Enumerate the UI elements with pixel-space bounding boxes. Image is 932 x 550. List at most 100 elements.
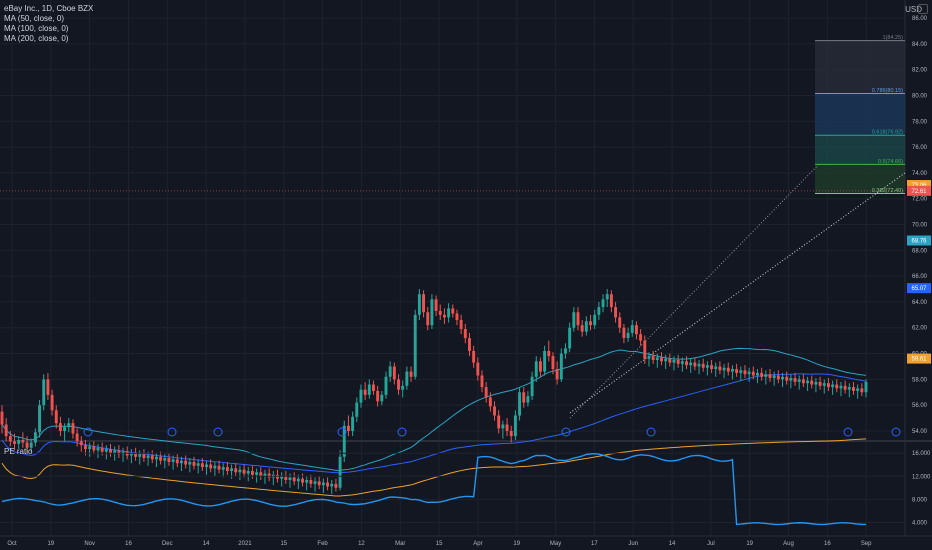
y-tick-label: 66.00 <box>912 274 928 280</box>
candle <box>267 468 271 482</box>
legend-ma100[interactable]: MA (100, close, 0) <box>4 24 69 33</box>
candle <box>67 418 71 433</box>
candle <box>351 411 355 437</box>
candle-body <box>555 369 559 380</box>
candle-body <box>856 388 860 391</box>
candle <box>154 452 158 468</box>
event-circle <box>167 427 177 437</box>
candle <box>626 327 630 342</box>
candle-body <box>513 415 517 437</box>
candle <box>426 307 430 331</box>
candle <box>680 357 684 372</box>
trend-line <box>569 164 819 419</box>
event-circle <box>646 427 656 437</box>
candle-body <box>651 356 655 360</box>
candle <box>718 361 722 375</box>
candle-body <box>388 366 392 377</box>
candle <box>58 416 62 437</box>
candle <box>284 470 288 484</box>
candle <box>756 369 759 384</box>
candle <box>430 294 434 330</box>
candle <box>839 381 843 397</box>
candle <box>822 379 826 394</box>
price-marker: 59.61 <box>907 353 931 364</box>
candle <box>92 441 96 455</box>
candle <box>367 379 371 399</box>
y-tick-label: 72.00 <box>912 197 928 203</box>
candle <box>655 353 659 368</box>
candle <box>388 361 392 382</box>
candle <box>776 370 780 384</box>
candle-body <box>810 380 814 385</box>
candle-body <box>597 307 601 315</box>
chart-legend: eBay Inc., 1D, Cboe BZX MA (50, close, 0… <box>4 4 93 44</box>
candle <box>138 450 142 465</box>
candle-body <box>781 376 784 380</box>
candle-body <box>743 370 747 375</box>
candle-body <box>21 440 25 443</box>
candle-body <box>785 376 789 381</box>
y-tick-label: 62.00 <box>912 326 928 332</box>
candle-body <box>384 376 388 395</box>
x-tick-label: Dec <box>162 541 173 547</box>
legend-ma50[interactable]: MA (50, close, 0) <box>4 14 65 23</box>
candle <box>772 371 776 386</box>
candle-body <box>730 369 734 372</box>
candle <box>781 372 784 388</box>
candle-body <box>372 384 375 391</box>
pe-tick-label: 12.000 <box>912 474 931 480</box>
candle-body <box>413 314 417 377</box>
candle-body <box>33 432 37 443</box>
candle-body <box>326 482 330 487</box>
candle-body <box>538 361 542 372</box>
fib-level-label: 0.786(80.15) <box>872 88 903 94</box>
candle <box>580 320 584 337</box>
candle <box>547 340 551 362</box>
candle-body <box>776 375 780 380</box>
candle <box>789 374 793 389</box>
event-circle <box>891 427 901 437</box>
price-marker-label: 72.61 <box>911 189 927 195</box>
candle-body <box>639 334 643 341</box>
candle-body <box>626 332 630 339</box>
legend-ma200[interactable]: MA (200, close, 0) <box>4 34 69 43</box>
candle-body <box>267 473 271 478</box>
candle <box>760 367 764 381</box>
settings-icon[interactable] <box>918 4 928 14</box>
fib-level-label: 0.5(74.66) <box>878 159 903 165</box>
candle-body <box>75 433 79 442</box>
candle <box>330 480 334 495</box>
candle <box>146 451 150 466</box>
candle-body <box>668 358 672 363</box>
candle-body <box>63 427 67 431</box>
candle <box>647 352 651 367</box>
candle <box>726 362 730 376</box>
candle-body <box>397 379 400 390</box>
candle-body <box>4 424 8 437</box>
candle-body <box>79 441 83 446</box>
candle-body <box>58 423 62 431</box>
candle <box>522 387 526 408</box>
candle-body <box>593 314 597 326</box>
candle <box>305 476 309 491</box>
x-tick-label: 17 <box>591 541 598 547</box>
candle <box>852 381 855 395</box>
candle <box>622 323 626 344</box>
candle-body <box>735 369 739 373</box>
event-circle <box>397 427 407 437</box>
candle <box>338 450 342 491</box>
x-tick-label: Jul <box>707 541 715 547</box>
candle <box>860 383 864 397</box>
candle-body <box>330 483 334 487</box>
candle <box>29 438 33 452</box>
candle-body <box>434 299 438 311</box>
candle-body <box>292 477 296 482</box>
candle <box>397 374 400 395</box>
candle-body <box>480 375 484 388</box>
candle-body <box>305 480 309 483</box>
candle <box>593 309 597 330</box>
candle-body <box>196 463 200 466</box>
candle-body <box>230 468 234 471</box>
